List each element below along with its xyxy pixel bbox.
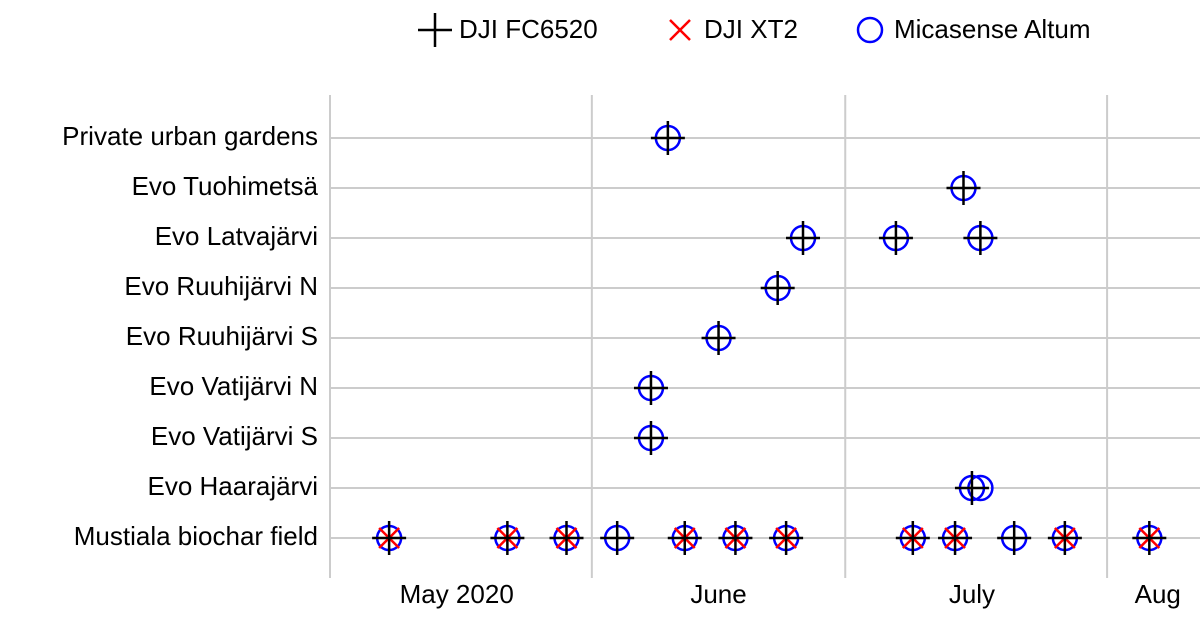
marker (895, 521, 930, 555)
plus (650, 121, 685, 155)
marker (1047, 521, 1082, 555)
plus (718, 521, 753, 555)
marker (769, 521, 804, 555)
x-tick-label: May 2020 (400, 579, 514, 609)
y-tick-label: Evo Ruuhijärvi S (126, 321, 318, 351)
x-tick-label: Aug (1135, 579, 1181, 609)
legend-label: Micasense Altum (894, 14, 1091, 44)
marker (963, 221, 998, 255)
marker (760, 271, 795, 305)
plus (549, 521, 584, 555)
marker (701, 321, 736, 355)
plus (946, 171, 981, 205)
x-tick-label: July (949, 579, 995, 609)
marker (633, 371, 668, 405)
y-tick-label: Evo Latvajärvi (155, 221, 318, 251)
plus (701, 321, 736, 355)
y-tick-label: Evo Ruuhijärvi N (124, 271, 318, 301)
marker (600, 521, 635, 555)
legend-label: DJI XT2 (704, 14, 798, 44)
plus (954, 471, 989, 505)
plus (633, 421, 668, 455)
plus (786, 221, 821, 255)
plus (1047, 521, 1082, 555)
marker (549, 521, 584, 555)
marker (650, 121, 685, 155)
plus (490, 521, 525, 555)
plus (1132, 521, 1167, 555)
marker (718, 521, 753, 555)
marker (1132, 521, 1167, 555)
circle (856, 16, 884, 44)
plus (760, 271, 795, 305)
plus (997, 521, 1032, 555)
y-tick-label: Evo Tuohimetsä (132, 171, 319, 201)
cross (669, 19, 691, 41)
y-tick-label: Evo Vatijärvi N (149, 371, 318, 401)
plus (769, 521, 804, 555)
marker (669, 19, 691, 41)
plus (418, 13, 452, 47)
plus (963, 221, 998, 255)
marker (633, 421, 668, 455)
plus (878, 221, 913, 255)
marker (856, 16, 884, 44)
marker (372, 521, 407, 555)
plus (895, 521, 930, 555)
marker (946, 171, 981, 205)
legend-label: DJI FC6520 (459, 14, 598, 44)
marker (786, 221, 821, 255)
plus (600, 521, 635, 555)
marker (490, 521, 525, 555)
plus (372, 521, 407, 555)
marker (954, 471, 989, 505)
plus (633, 371, 668, 405)
y-tick-label: Mustiala biochar field (74, 521, 318, 551)
marker (878, 221, 913, 255)
plus (938, 521, 973, 555)
marker (938, 521, 973, 555)
x-tick-label: June (690, 579, 746, 609)
y-tick-label: Evo Vatijärvi S (151, 421, 318, 451)
marker (418, 13, 452, 47)
plus (667, 521, 702, 555)
y-tick-label: Evo Haarajärvi (147, 471, 318, 501)
marker (667, 521, 702, 555)
marker (997, 521, 1032, 555)
y-tick-label: Private urban gardens (62, 121, 318, 151)
